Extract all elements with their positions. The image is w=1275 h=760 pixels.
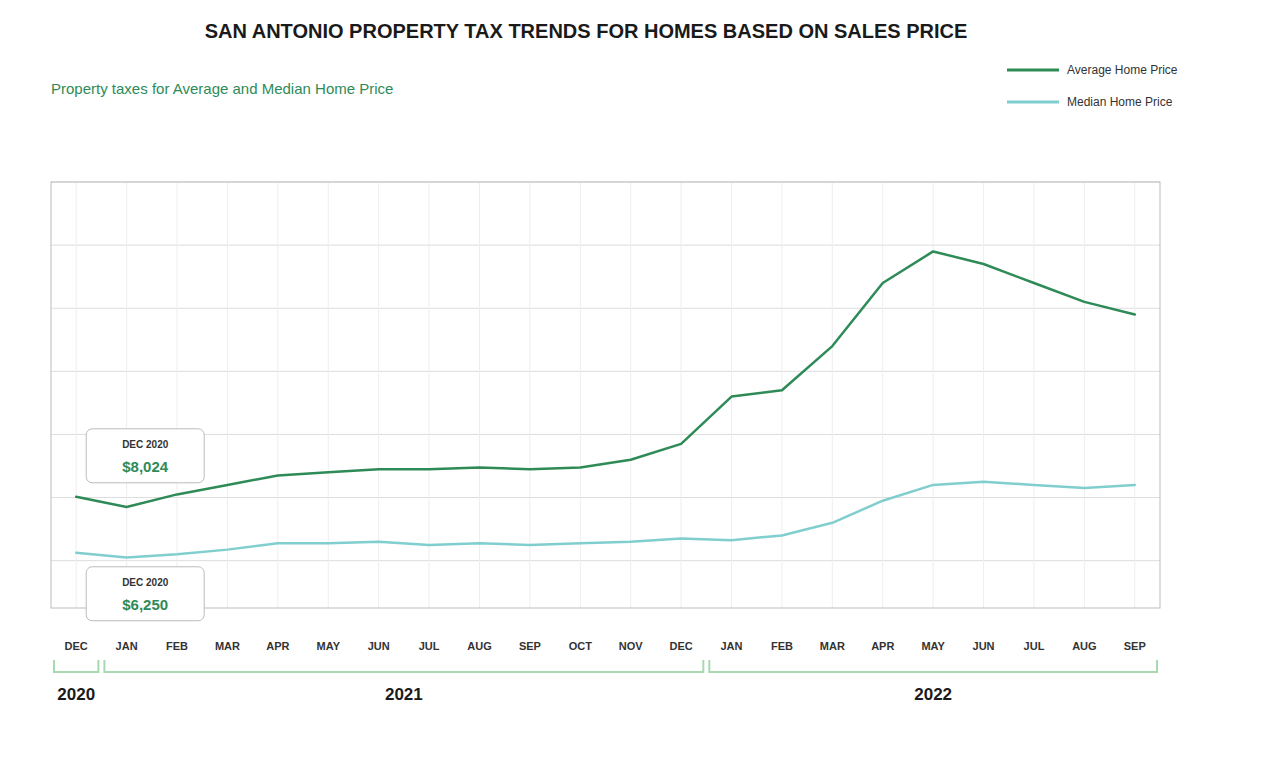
grid-line-x xyxy=(832,182,833,608)
plot-frame xyxy=(51,182,1160,608)
x-tick-label: MAR xyxy=(215,640,240,652)
x-tick-label: FEB xyxy=(771,640,793,652)
grid-line-x xyxy=(378,182,379,608)
annotations: DEC 2020 $8,024 DEC 2020 $6,250 xyxy=(86,429,204,621)
series-line xyxy=(76,482,1135,558)
x-tick-label: DEC xyxy=(65,640,88,652)
x-tick-label: FEB xyxy=(166,640,188,652)
grid-line-y xyxy=(51,434,1160,435)
grid-line-x xyxy=(630,182,631,608)
x-tick-label: SEP xyxy=(519,640,541,652)
grid-line-x xyxy=(1033,182,1034,608)
year-label: 2020 xyxy=(57,685,95,704)
grid-line-x xyxy=(76,182,77,608)
x-tick-label: JUN xyxy=(368,640,390,652)
year-label: 2022 xyxy=(914,685,952,704)
x-tick-labels: DEC JAN FEB MAR APR MAY JUN JUL AUG SEP OCT NOV DEC J… xyxy=(65,640,1146,652)
x-tick-label: DEC xyxy=(669,640,692,652)
legend-swatch xyxy=(1007,69,1059,72)
grid-line-y xyxy=(51,497,1160,498)
x-tick-label: JUL xyxy=(419,640,440,652)
annotation-box xyxy=(86,567,204,621)
annotation-box xyxy=(86,429,204,483)
legend-label: Median Home Price xyxy=(1067,95,1173,109)
x-tick-label: APR xyxy=(871,640,894,652)
grid-line-x xyxy=(781,182,782,608)
legend: Average Home Price Median Home Price xyxy=(1007,63,1178,109)
grid-line-x xyxy=(227,182,228,608)
subtitle: Property taxes for Average and Median Ho… xyxy=(51,80,393,97)
grid-line-x xyxy=(126,182,127,608)
legend-swatch xyxy=(1007,101,1059,104)
x-tick-label: AUG xyxy=(467,640,491,652)
grid-line-y xyxy=(51,245,1160,246)
x-tick-label: SEP xyxy=(1124,640,1146,652)
x-tick-label: NOV xyxy=(619,640,644,652)
x-tick-label: JUN xyxy=(973,640,995,652)
x-tick-label: MAY xyxy=(921,640,945,652)
annotation-value: $8,024 xyxy=(122,458,169,475)
year-bracket xyxy=(709,660,1157,672)
year-bracket xyxy=(104,660,703,672)
x-tick-label: JAN xyxy=(721,640,743,652)
grid-line-y xyxy=(51,560,1160,561)
grid-line-y xyxy=(51,371,1160,372)
x-tick-label: MAY xyxy=(317,640,341,652)
x-tick-label: MAR xyxy=(820,640,845,652)
grid xyxy=(51,182,1160,608)
grid-line-x xyxy=(983,182,984,608)
grid-line-x xyxy=(177,182,178,608)
title: SAN ANTONIO PROPERTY TAX TRENDS FOR HOME… xyxy=(205,20,968,42)
x-tick-label: OCT xyxy=(569,640,593,652)
annotation-label: DEC 2020 xyxy=(122,577,169,588)
grid-line-x xyxy=(882,182,883,608)
grid-line-x xyxy=(681,182,682,608)
year-label: 2021 xyxy=(385,685,423,704)
lines xyxy=(76,251,1135,557)
annotation-value: $6,250 xyxy=(122,596,168,613)
x-tick-label: AUG xyxy=(1072,640,1096,652)
annotation-label: DEC 2020 xyxy=(122,439,169,450)
chart: DEC JAN FEB MAR APR MAY JUN JUL AUG SEP OCT NOV DEC J… xyxy=(0,0,1275,760)
legend-label: Average Home Price xyxy=(1067,63,1178,77)
x-tick-label: JAN xyxy=(116,640,138,652)
x-tick-label: APR xyxy=(266,640,289,652)
year-bracket xyxy=(54,660,98,672)
grid-line-x xyxy=(1134,182,1135,608)
grid-line-x xyxy=(933,182,934,608)
year-groups: 2020 2021 2022 xyxy=(54,660,1157,704)
series-line xyxy=(76,251,1135,507)
grid-line-x xyxy=(731,182,732,608)
grid-line-y xyxy=(51,308,1160,309)
x-tick-label: JUL xyxy=(1024,640,1045,652)
grid-line-x xyxy=(1084,182,1085,608)
